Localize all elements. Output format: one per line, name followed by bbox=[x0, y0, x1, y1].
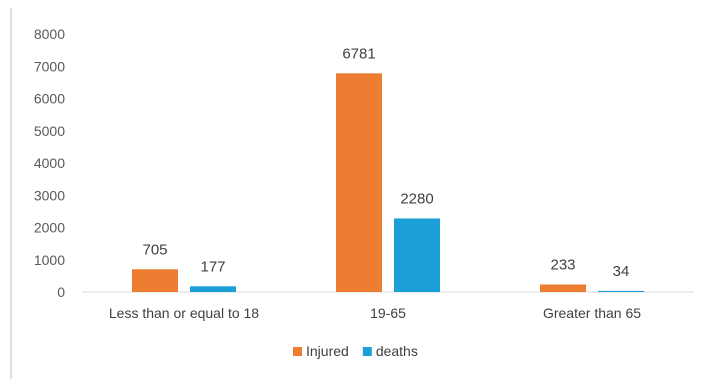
y-tick-label: 4000 bbox=[34, 155, 65, 171]
y-tick-label: 1000 bbox=[34, 252, 65, 268]
data-labels-group: 705 177 6781 2280 233 34 bbox=[142, 45, 629, 280]
bar-deaths-1 bbox=[190, 286, 236, 292]
data-label-deaths-3: 34 bbox=[613, 263, 630, 280]
y-tick-label: 2000 bbox=[34, 220, 65, 236]
bar-deaths-2 bbox=[394, 218, 440, 292]
category-labels-group: Less than or equal to 18 19-65 Greater tha… bbox=[109, 305, 641, 321]
bars-group bbox=[132, 73, 644, 293]
y-tick-label: 0 bbox=[57, 284, 65, 300]
legend-label-injured: Injured bbox=[306, 343, 349, 359]
legend: Injured deaths bbox=[293, 343, 418, 359]
y-tick-label: 3000 bbox=[34, 187, 65, 203]
data-label-injured-1: 705 bbox=[142, 241, 167, 258]
data-label-injured-2: 6781 bbox=[342, 45, 375, 62]
data-label-deaths-2: 2280 bbox=[400, 190, 433, 207]
x-category-label: Less than or equal to 18 bbox=[109, 305, 259, 321]
y-tick-label: 7000 bbox=[34, 58, 65, 74]
bar-injured-1 bbox=[132, 269, 178, 292]
y-tick-label: 5000 bbox=[34, 123, 65, 139]
y-tick-label: 6000 bbox=[34, 91, 65, 107]
data-label-deaths-1: 177 bbox=[200, 258, 225, 275]
y-axis: 0 1000 2000 3000 4000 5000 6000 7000 8000 bbox=[34, 26, 65, 300]
bar-injured-3 bbox=[540, 284, 586, 292]
data-label-injured-3: 233 bbox=[550, 256, 575, 273]
bar-injured-2 bbox=[336, 73, 382, 293]
bar-deaths-3 bbox=[598, 290, 644, 292]
legend-swatch-injured bbox=[293, 347, 302, 356]
legend-swatch-deaths bbox=[362, 347, 372, 356]
legend-label-deaths: deaths bbox=[376, 343, 418, 359]
x-category-label: Greater than 65 bbox=[543, 305, 641, 321]
x-category-label: 19-65 bbox=[370, 305, 406, 321]
y-tick-label: 8000 bbox=[34, 26, 65, 42]
